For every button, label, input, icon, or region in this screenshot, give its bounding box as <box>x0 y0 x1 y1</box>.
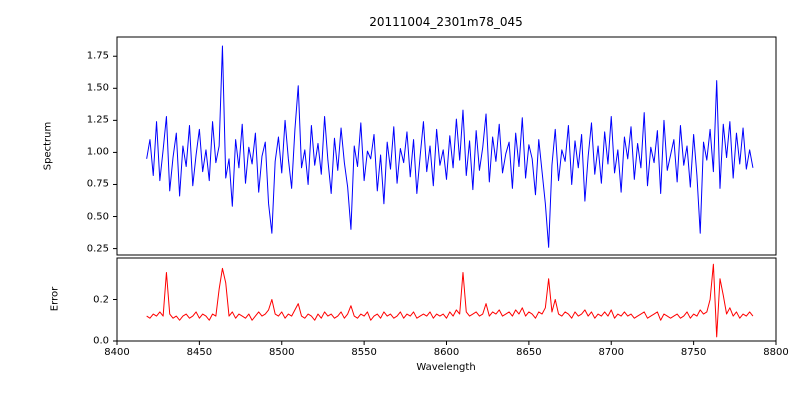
y-tick-label: 0.50 <box>86 211 109 223</box>
x-tick-label: 8700 <box>598 347 624 358</box>
y-axis-label-error: Error <box>49 286 61 312</box>
x-tick-label: 8800 <box>763 347 789 358</box>
x-tick-label: 8650 <box>516 347 542 358</box>
axes-frame-error <box>116 257 777 342</box>
y-tick-label: 0.75 <box>86 178 109 190</box>
chart-title: 20111004_2301m78_045 <box>369 15 523 29</box>
x-tick-label: 8750 <box>680 347 707 358</box>
y-tick-label: 1.25 <box>86 114 109 126</box>
y-tick-label: 1.50 <box>86 82 109 94</box>
y-tick-label: 0.25 <box>86 243 109 255</box>
y-axis-label-spectrum: Spectrum <box>42 121 54 171</box>
x-tick-label: 8450 <box>186 347 213 358</box>
axes-frame-spectrum <box>116 36 777 256</box>
x-tick-label: 8600 <box>433 347 460 358</box>
x-tick-label: 8500 <box>269 347 295 358</box>
error-line <box>146 263 754 338</box>
spectrum-line <box>146 45 754 248</box>
y-tick-label: 0.0 <box>93 335 109 347</box>
y-tick-label: 0.2 <box>93 294 109 305</box>
x-tick-label: 8400 <box>104 347 130 358</box>
x-axis-label: Wavelength <box>416 362 476 373</box>
x-tick-label: 8550 <box>351 347 377 358</box>
y-tick-label: 1.00 <box>86 146 109 158</box>
y-tick-label: 1.75 <box>86 50 109 62</box>
